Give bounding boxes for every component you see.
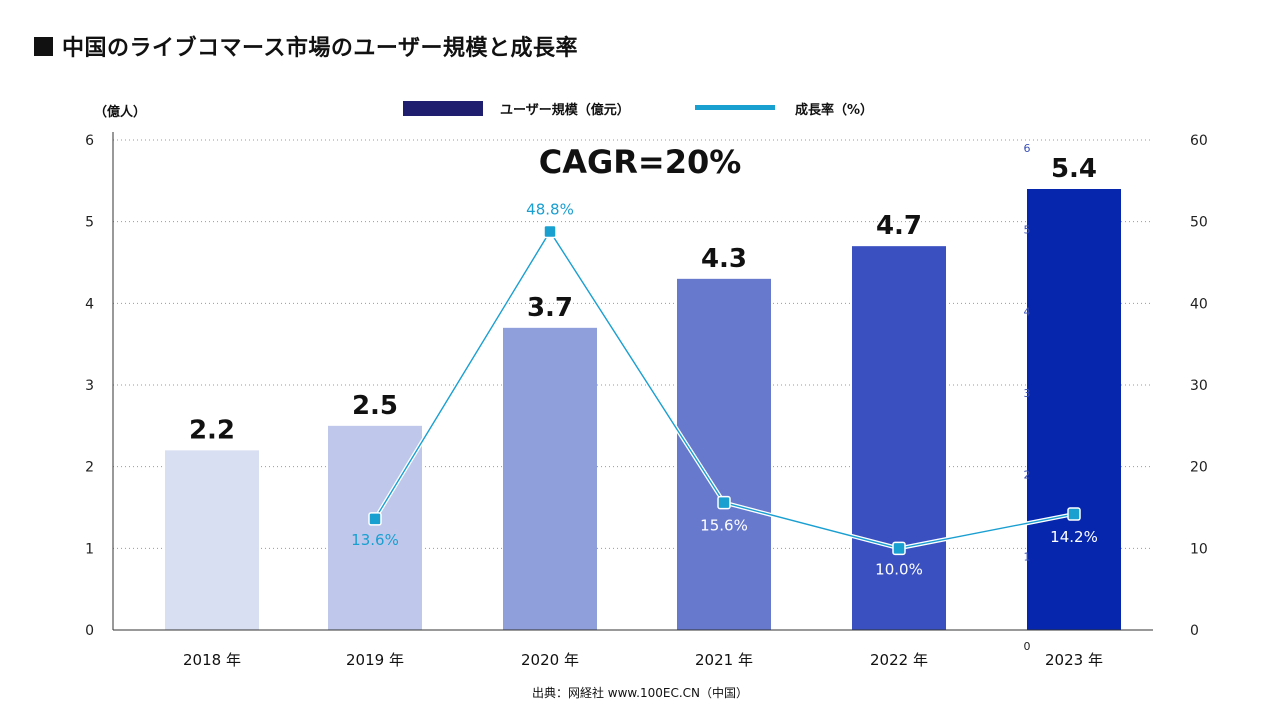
inner-axis-tick-label: 6 xyxy=(1024,142,1031,155)
growth-value-label: 14.2% xyxy=(1050,528,1098,546)
right-axis-tick-label: 20 xyxy=(1190,460,1208,476)
left-axis-tick-label: 6 xyxy=(85,133,94,149)
legend-line-label: 成長率（%） xyxy=(795,102,873,118)
cagr-annotation: CAGR=20% xyxy=(539,143,742,181)
legend-line-swatch xyxy=(695,105,775,110)
bar-value-label: 2.2 xyxy=(189,415,235,445)
x-axis-tick-label: 2019 年 xyxy=(346,651,404,669)
bar-value-label: 3.7 xyxy=(527,293,573,323)
bar-value-label: 5.4 xyxy=(1051,154,1097,184)
legend-bar-swatch xyxy=(403,101,483,116)
chart-title-block: 中国のライブコマース市場のユーザー規模と成長率 xyxy=(34,30,578,62)
growth-value-label: 48.8% xyxy=(526,200,574,218)
right-axis-tick-label: 40 xyxy=(1190,296,1208,312)
growth-point xyxy=(1067,507,1081,521)
x-axis-tick-label: 2021 年 xyxy=(695,651,753,669)
left-axis-tick-label: 0 xyxy=(85,623,94,639)
x-axis-tick-label: 2022 年 xyxy=(870,651,928,669)
inner-axis-tick-label: 2 xyxy=(1024,469,1031,482)
left-axis-label: （億人） xyxy=(94,104,146,120)
inner-axis-tick-label: 3 xyxy=(1024,387,1031,400)
right-axis-tick-label: 60 xyxy=(1190,133,1208,149)
legend-bar-label: ユーザー規模（億元） xyxy=(500,102,630,118)
growth-point xyxy=(717,495,731,510)
bar-2020年 xyxy=(503,327,597,630)
x-axis-tick-label: 2023 年 xyxy=(1045,651,1103,669)
x-axis-tick-label: 2018 年 xyxy=(183,651,241,669)
left-axis-tick-label: 5 xyxy=(85,215,94,231)
left-axis-tick-label: 1 xyxy=(85,541,94,557)
source-note: 出典：网経社 www.100EC.CN（中国） xyxy=(531,686,748,700)
right-axis-tick-label: 0 xyxy=(1190,623,1199,639)
bar-2019年 xyxy=(328,425,422,630)
left-axis-tick-label: 3 xyxy=(85,378,94,394)
bar-2022年 xyxy=(852,246,946,630)
right-axis-tick-label: 30 xyxy=(1190,378,1208,394)
bar-value-label: 2.5 xyxy=(352,391,398,421)
growth-value-label: 13.6% xyxy=(351,531,399,549)
bar-2023年 xyxy=(1027,189,1121,630)
x-axis-tick-label: 2020 年 xyxy=(521,651,579,669)
chart-title: 中国のライブコマース市場のユーザー規模と成長率 xyxy=(62,36,578,61)
inner-axis-tick-label: 4 xyxy=(1024,305,1031,318)
inner-axis-tick-label: 5 xyxy=(1024,224,1031,237)
left-axis-tick-label: 4 xyxy=(85,296,94,312)
right-axis-tick-label: 10 xyxy=(1190,541,1208,557)
bar-value-label: 4.7 xyxy=(876,211,922,241)
growth-point xyxy=(543,224,557,239)
growth-value-label: 15.6% xyxy=(700,517,748,535)
inner-axis-tick-label: 1 xyxy=(1024,550,1031,563)
growth-point xyxy=(368,512,382,526)
bar-2018年 xyxy=(165,450,259,630)
bar-value-label: 4.3 xyxy=(701,244,747,274)
left-axis-tick-label: 2 xyxy=(85,460,94,476)
right-axis-tick-label: 50 xyxy=(1190,215,1208,231)
growth-point xyxy=(892,541,906,556)
growth-value-label: 10.0% xyxy=(875,560,923,578)
inner-axis-tick-label: 0 xyxy=(1024,640,1031,653)
title-square-marker xyxy=(34,36,53,56)
